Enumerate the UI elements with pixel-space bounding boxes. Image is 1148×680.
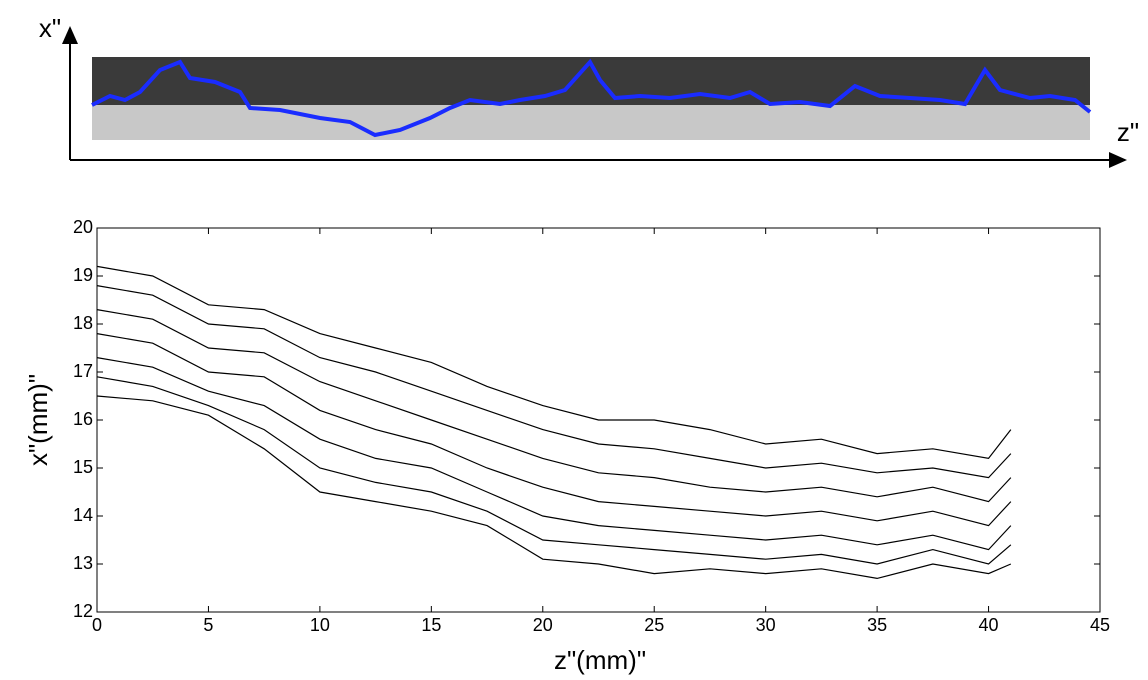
inset-z-label: z" [1117,117,1139,147]
x-axis-label: z"(mm)" [554,645,646,675]
y-tick-label: 18 [73,313,93,333]
x-tick-label: 20 [533,615,553,635]
x-tick-label: 0 [92,615,102,635]
y-tick-label: 19 [73,265,93,285]
series-line [96,376,1012,565]
x-tick-label: 30 [756,615,776,635]
inset-image [91,57,1092,140]
series-line [96,285,1012,479]
x-tick-label: 10 [310,615,330,635]
x-tick-label: 35 [867,615,887,635]
series-line [96,395,1012,580]
y-tick-label: 16 [73,409,93,429]
y-axis-label: x"(mm)" [23,374,53,466]
x-tick-label: 5 [203,615,213,635]
y-tick-label: 14 [73,505,93,525]
series-line [96,357,1012,551]
y-tick-label: 12 [73,601,93,621]
y-tick-label: 20 [73,217,93,237]
y-tick-label: 15 [73,457,93,477]
series-line [96,265,1012,460]
x-tick-label: 45 [1090,615,1110,635]
x-tick-label: 40 [979,615,999,635]
series-line [96,333,1012,527]
series-line [96,309,1012,503]
y-tick-label: 17 [73,361,93,381]
y-tick-label: 13 [73,553,93,573]
x-tick-label: 15 [421,615,441,635]
inset-x-label: x" [39,13,61,43]
x-tick-label: 25 [644,615,664,635]
